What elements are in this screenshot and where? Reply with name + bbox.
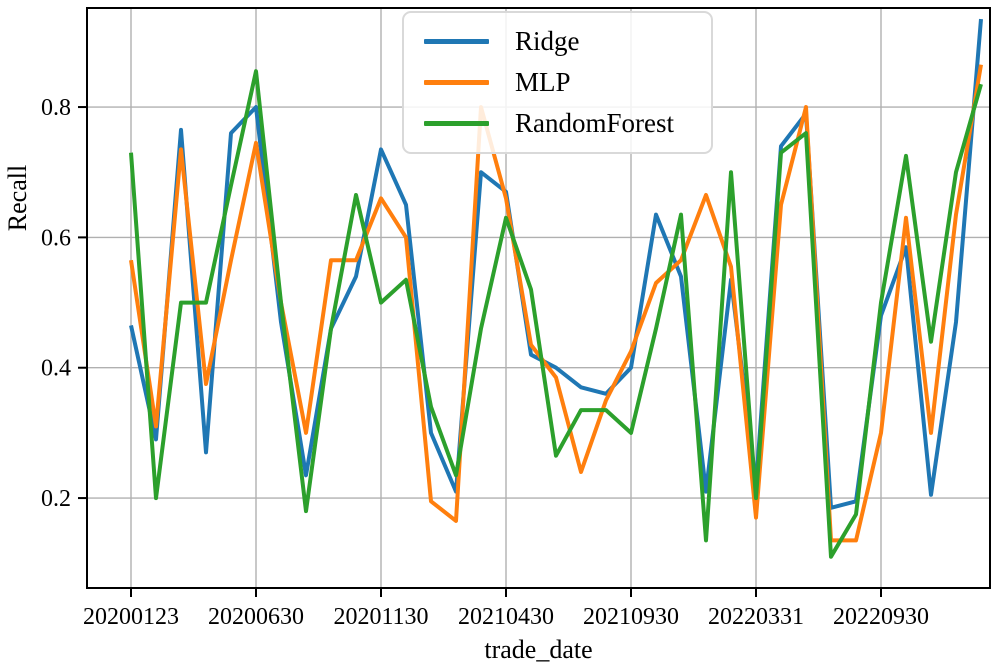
x-tick-label: 20200630 bbox=[208, 604, 304, 630]
legend-entry-ridge: Ridge bbox=[424, 21, 693, 62]
legend-entry-randomforest: RandomForest bbox=[424, 103, 693, 144]
y-tick-label: 0.8 bbox=[41, 95, 71, 121]
legend-line-swatch bbox=[424, 39, 489, 44]
legend-label: Ridge bbox=[515, 26, 580, 56]
legend-entry-mlp: MLP bbox=[424, 62, 693, 103]
legend-line-swatch bbox=[424, 121, 489, 126]
legend-label: MLP bbox=[515, 67, 571, 97]
legend: Ridge MLP RandomForest bbox=[402, 11, 713, 154]
y-tick-label: 0.6 bbox=[41, 225, 71, 251]
x-tick-label: 20200123 bbox=[83, 604, 179, 630]
series-line-randomforest bbox=[129, 69, 983, 559]
y-tick-label: 0.4 bbox=[41, 356, 71, 382]
legend-label: RandomForest bbox=[515, 108, 674, 138]
x-axis-label: trade_date bbox=[484, 635, 592, 664]
legend-line-swatch bbox=[424, 80, 489, 85]
x-tick-label: 20210430 bbox=[458, 604, 554, 630]
x-tick-label: 20201130 bbox=[333, 604, 428, 630]
axes-frame bbox=[86, 7, 991, 589]
x-tick-label: 20220930 bbox=[833, 604, 929, 630]
y-axis-label: Recall bbox=[3, 165, 32, 231]
y-tick-label: 0.2 bbox=[41, 486, 71, 512]
x-tick-label: 20210930 bbox=[583, 604, 679, 630]
x-tick-label: 20220331 bbox=[708, 604, 804, 630]
